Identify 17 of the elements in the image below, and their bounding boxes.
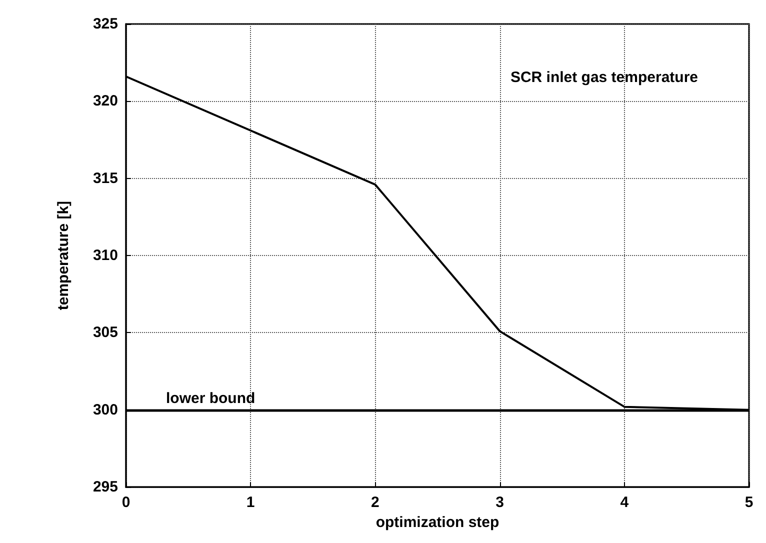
- y-axis-title: temperature [k]: [55, 200, 72, 310]
- y-tick-label: 295: [92, 478, 118, 496]
- y-tick-label: 310: [92, 247, 118, 264]
- x-tick-label: 4: [620, 494, 630, 512]
- ref-line-label: lower bound: [166, 390, 256, 407]
- x-tick-label: 1: [246, 494, 255, 512]
- y-tick-label: 305: [92, 324, 118, 342]
- x-tick-label: 3: [496, 494, 504, 512]
- y-tick-label: 325: [92, 16, 118, 32]
- y-tick-label: 315: [92, 170, 118, 187]
- x-axis-title: optimization step: [376, 514, 500, 531]
- y-tick-label: 300: [92, 401, 118, 418]
- x-tick-label: 2: [371, 494, 380, 512]
- annotation: SCR inlet gas temperature: [510, 69, 698, 86]
- x-tick-label: 0: [122, 494, 130, 512]
- x-tick-label: 5: [744, 494, 754, 512]
- y-tick-label: 320: [92, 92, 118, 110]
